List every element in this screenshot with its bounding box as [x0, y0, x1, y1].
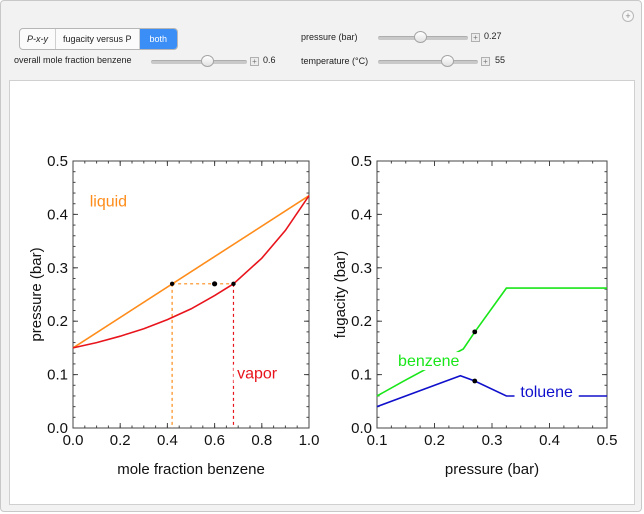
- y-tick-label: 0.4: [47, 206, 68, 223]
- slider-knob[interactable]: [200, 55, 214, 67]
- y-tick-label: 0.5: [47, 153, 68, 170]
- pressure-plus-icon[interactable]: +: [471, 33, 480, 42]
- view-selector[interactable]: P-x-y fugacity versus P both: [19, 28, 179, 50]
- annotation-benzene: benzene: [398, 353, 459, 370]
- y-tick-label: 0.2: [351, 313, 372, 330]
- x-axis-label: pressure (bar): [445, 461, 539, 478]
- y-tick-label: 0.1: [351, 367, 372, 384]
- chart-pxy: [72, 160, 310, 429]
- x-axis-label: mole fraction benzene: [117, 461, 265, 478]
- slider-knob[interactable]: [440, 55, 454, 67]
- tie-point: [169, 281, 175, 287]
- plot-area: 0.0 0.2 0.4 0.6 0.8 1.0 0.0 0.1 0.2 0.3 0.4 0.5 mole…: [9, 80, 635, 505]
- x-tick-label: 0.3: [482, 432, 503, 449]
- annotation-vapor: vapor: [237, 365, 278, 382]
- fugacity-point: [472, 329, 478, 335]
- tie-point: [212, 281, 218, 287]
- y-axis-label: pressure (bar): [28, 247, 45, 341]
- temperature-label: temperature (°C): [301, 56, 369, 66]
- series-liquid: [72, 195, 310, 349]
- annotation-toluene: toluene: [520, 384, 573, 401]
- mole-fraction-plus-icon[interactable]: +: [250, 57, 259, 66]
- x-tick-label: 0.8: [251, 432, 272, 449]
- pressure-label: pressure (bar): [301, 32, 358, 42]
- temperature-slider[interactable]: [378, 55, 478, 67]
- y-tick-label: 0.4: [351, 206, 372, 223]
- x-tick-label: 0.1: [367, 432, 388, 449]
- y-tick-label: 0.0: [351, 420, 372, 437]
- annotation-background: [80, 192, 137, 211]
- y-tick-label: 0.2: [47, 313, 68, 330]
- tie-point: [231, 281, 236, 287]
- slider-track: [378, 60, 478, 64]
- mole-fraction-label: overall mole fraction benzene: [14, 55, 132, 65]
- x-tick-label: 0.2: [110, 432, 131, 449]
- y-axis-label: fugacity (bar): [332, 251, 349, 339]
- temperature-value: 55: [495, 55, 506, 65]
- pressure-value: 0.27: [484, 31, 502, 41]
- x-tick-label: 0.0: [63, 432, 84, 449]
- temperature-plus-icon[interactable]: +: [481, 57, 490, 66]
- x-tick-label: 0.6: [204, 432, 225, 449]
- mole-fraction-slider[interactable]: [151, 55, 247, 67]
- annotation-liquid: liquid: [90, 193, 127, 210]
- x-tick-label: 1.0: [299, 432, 320, 449]
- y-tick-label: 0.0: [47, 420, 68, 437]
- fugacity-point: [472, 378, 478, 384]
- view-option-both[interactable]: both: [139, 29, 178, 49]
- x-tick-label: 0.5: [597, 432, 618, 449]
- options-plus-icon[interactable]: +: [622, 10, 634, 22]
- x-tick-label: 0.4: [539, 432, 560, 449]
- chart-fug: [376, 160, 608, 429]
- series-benzene: [376, 287, 607, 397]
- slider-track: [151, 60, 247, 64]
- x-tick-label: 0.4: [157, 432, 178, 449]
- annotation-background: [514, 383, 579, 402]
- slider-knob[interactable]: [414, 31, 428, 43]
- view-option-fugacity[interactable]: fugacity versus P: [56, 29, 140, 49]
- mole-fraction-value: 0.6: [263, 55, 276, 65]
- x-tick-label: 0.2: [424, 432, 445, 449]
- y-tick-label: 0.1: [47, 367, 68, 384]
- y-tick-label: 0.5: [351, 153, 372, 170]
- y-tick-label: 0.3: [351, 260, 372, 277]
- y-tick-label: 0.3: [47, 260, 68, 277]
- charts-svg: 0.0 0.2 0.4 0.6 0.8 1.00.00.10.20.30.40.5mole…: [28, 153, 618, 478]
- annotation-background: [233, 364, 281, 383]
- series-vapor: [72, 195, 310, 349]
- pressure-slider[interactable]: [378, 31, 468, 43]
- annotation-background: [396, 352, 461, 371]
- view-option-pxy[interactable]: P-x-y: [20, 29, 56, 49]
